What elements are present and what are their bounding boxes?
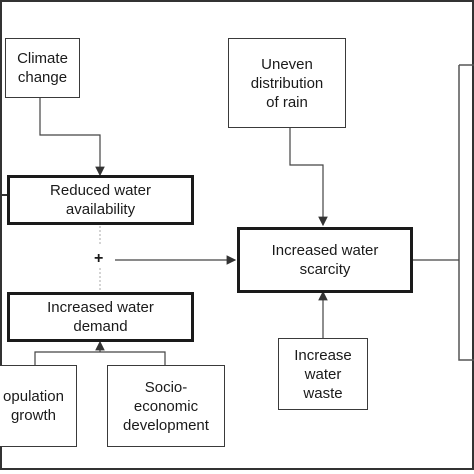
node-population-growth: opulation growth xyxy=(0,365,77,447)
node-socio-economic: Socio- economic development xyxy=(107,365,225,447)
node-climate-change: Climate change xyxy=(5,38,80,98)
node-increased-demand: Increased water demand xyxy=(7,292,194,342)
connector-bottom-bracket xyxy=(34,351,166,365)
node-reduced-water: Reduced water availability xyxy=(7,175,194,225)
node-increase-waste: Increase water waste xyxy=(278,338,368,410)
plus-sign: + xyxy=(94,250,104,267)
connector-climate-to-reduced xyxy=(39,98,105,177)
node-uneven-rain: Uneven distribution of rain xyxy=(228,38,346,128)
right-box-edge-left xyxy=(458,65,474,361)
connector-rain-to-scarcity xyxy=(289,128,328,227)
node-increased-scarcity: Increased water scarcity xyxy=(237,227,413,293)
